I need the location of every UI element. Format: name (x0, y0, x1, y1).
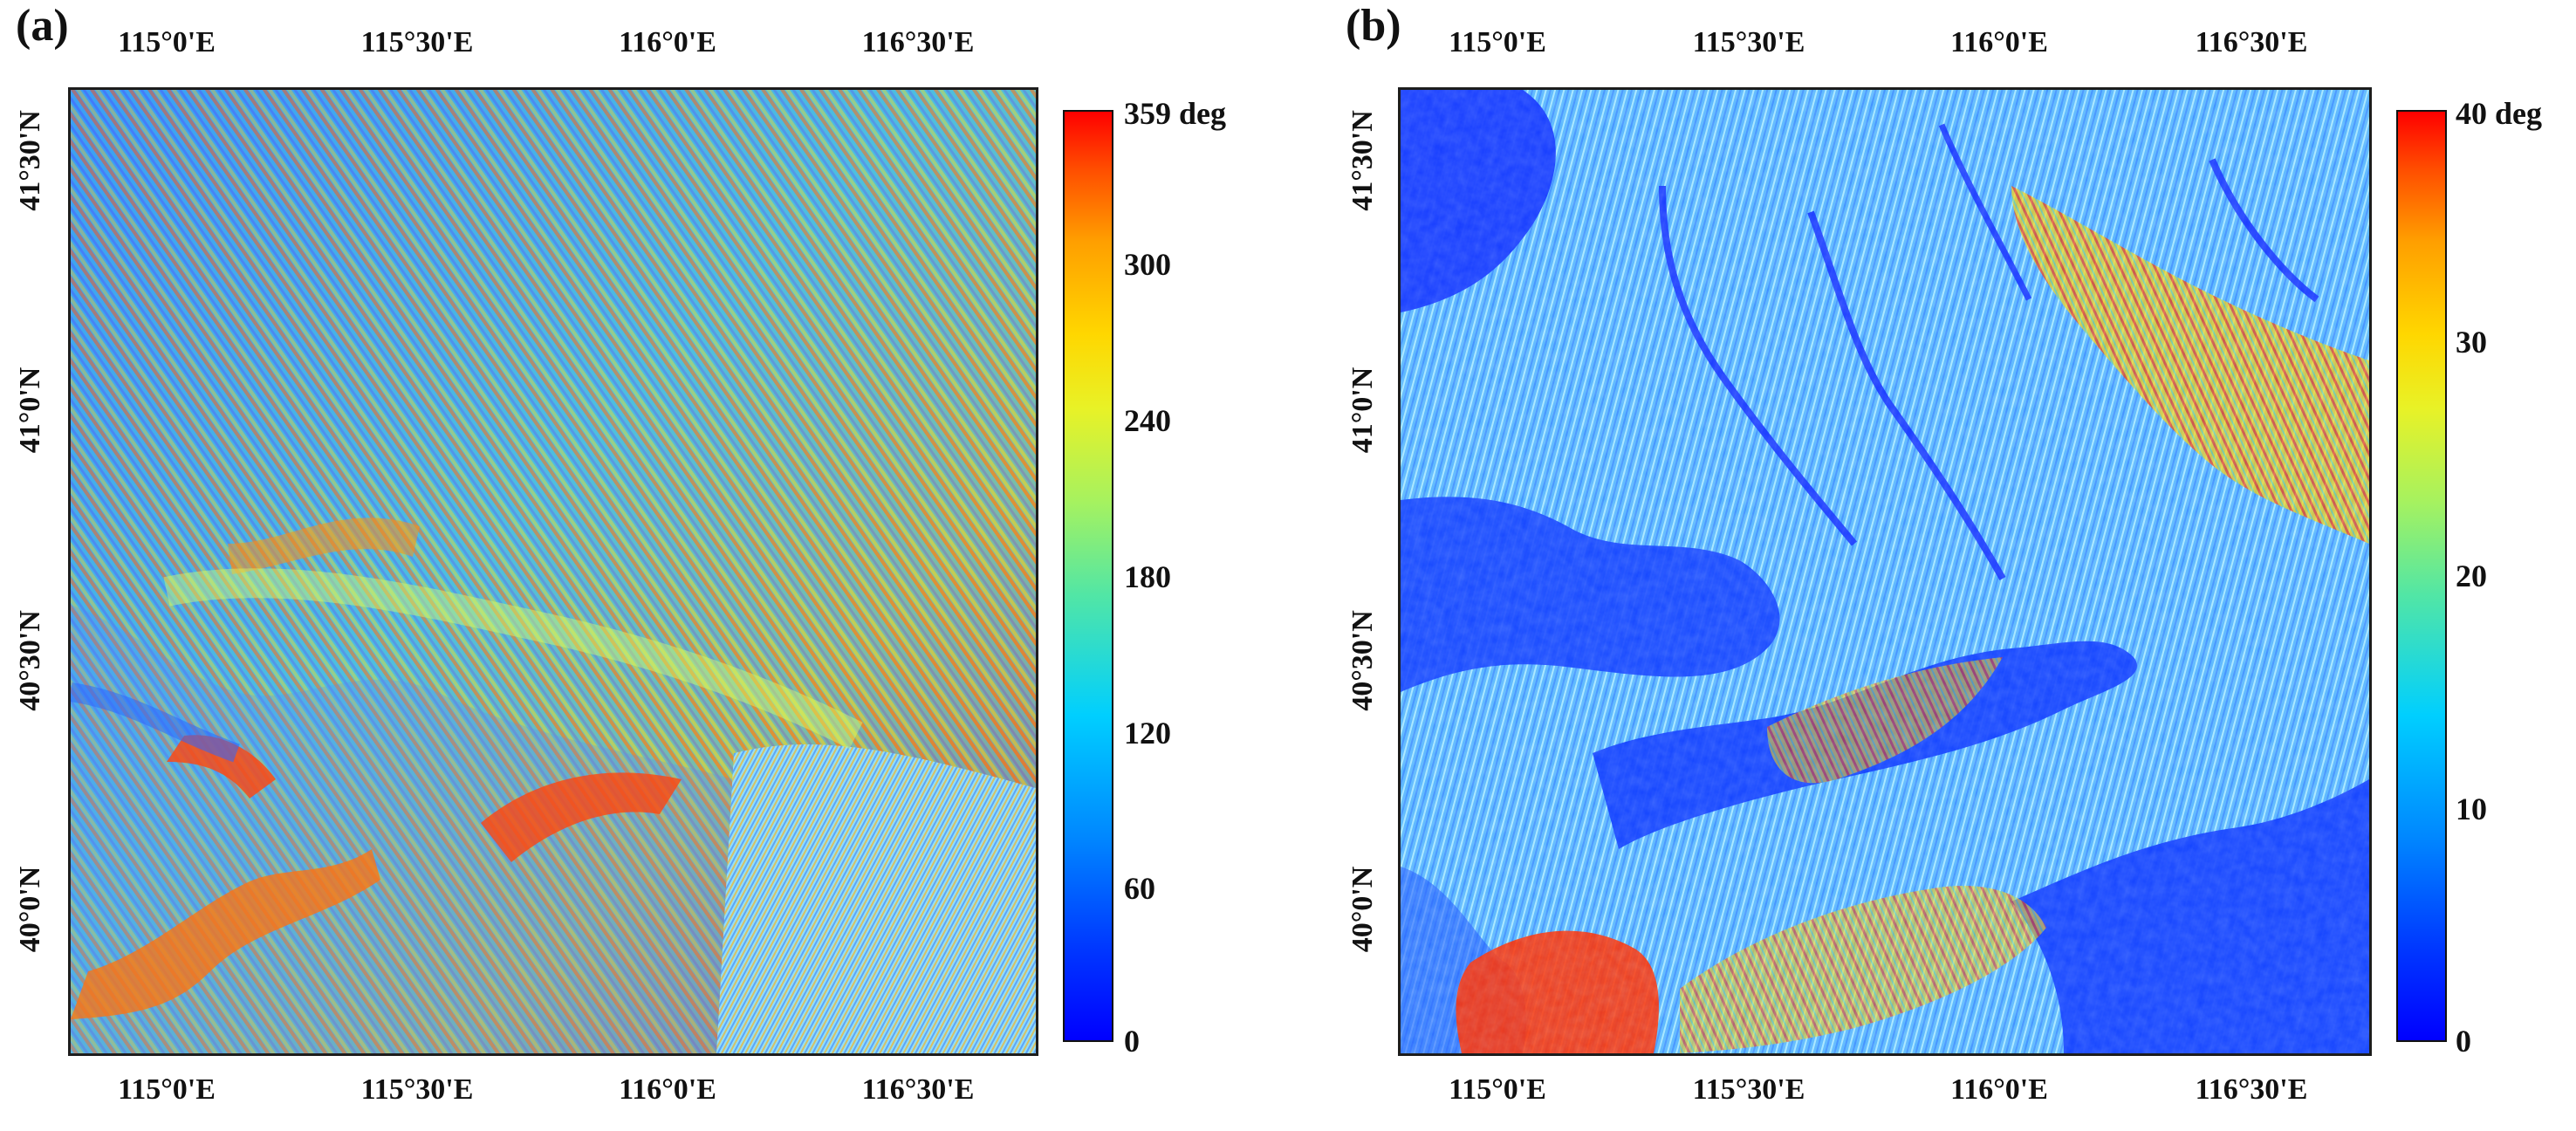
panel-b-y-tick-3: 40°30'N (1346, 610, 1379, 711)
panel-b-bottom-x-tick-3: 116°0'E (1950, 1073, 2048, 1106)
panel-b-colorbar-tick-30: 30 (2456, 325, 2487, 360)
panel-b-top-x-tick-1: 115°0'E (1449, 26, 1546, 58)
panel-a-colorbar-tick-240: 240 (1124, 403, 1171, 438)
panel-a-colorbar-max-label: 359 deg (1124, 96, 1226, 131)
panel-b-colorbar-tick-0: 0 (2456, 1024, 2471, 1059)
panel-b-colorbar-tick-10: 10 (2456, 792, 2487, 826)
panel-b-colorbar-tick-20: 20 (2456, 559, 2487, 593)
panel-a-y-tick-4: 40°0'N (14, 866, 46, 953)
panel-b-top-x-tick-4: 116°30'E (2195, 26, 2308, 58)
panel-a-y-tick-3: 40°30'N (14, 610, 46, 711)
panel-b-bottom-x-tick-2: 115°30'E (1692, 1073, 1805, 1106)
panel-a-bottom-x-tick-1: 115°0'E (118, 1073, 216, 1106)
panel-b-noise-overlay (1401, 90, 2369, 1053)
panel-a-colorbar-tick-120: 120 (1124, 716, 1171, 751)
panel-b-label: (b) (1346, 1, 1401, 51)
panel-a-map-svg (71, 90, 1036, 1053)
panel-a-top-x-tick-3: 116°0'E (619, 26, 716, 58)
panel-b-colorbar (2396, 110, 2447, 1042)
panel-a-y-tick-1: 41°30'N (14, 110, 46, 211)
panel-b-y-tick-2: 41°0'N (1346, 367, 1379, 454)
panel-a-bottom-x-tick-4: 116°30'E (861, 1073, 975, 1106)
panel-a-bottom-x-tick-3: 116°0'E (619, 1073, 716, 1106)
panel-a-y-tick-2: 41°0'N (14, 367, 46, 454)
panel-b-top-x-tick-2: 115°30'E (1692, 26, 1805, 58)
panel-b-map-svg (1401, 90, 2369, 1053)
panel-a-label: (a) (16, 1, 69, 51)
panel-b-y-tick-1: 41°30'N (1346, 110, 1379, 211)
panel-a-map (68, 87, 1038, 1056)
panel-b-bottom-x-tick-4: 116°30'E (2195, 1073, 2308, 1106)
panel-b-colorbar-max-label: 40 deg (2456, 96, 2542, 131)
panel-a-top-x-tick-2: 115°30'E (360, 26, 474, 58)
panel-a-colorbar-tick-60: 60 (1124, 871, 1155, 906)
panel-a-top-x-tick-4: 116°30'E (861, 26, 975, 58)
panel-a-colorbar-tick-300: 300 (1124, 247, 1171, 282)
panel-a-colorbar (1063, 110, 1113, 1042)
panel-a-colorbar-tick-0: 0 (1124, 1024, 1140, 1059)
panel-a-top-x-tick-1: 115°0'E (118, 26, 216, 58)
panel-b-y-tick-4: 40°0'N (1346, 866, 1379, 953)
panel-b-map (1398, 87, 2372, 1056)
panel-b-bottom-x-tick-1: 115°0'E (1449, 1073, 1546, 1106)
panel-a-noise-overlay (71, 90, 1036, 1053)
panel-a-bottom-x-tick-2: 115°30'E (360, 1073, 474, 1106)
panel-b-top-x-tick-3: 116°0'E (1950, 26, 2048, 58)
panel-a-colorbar-tick-180: 180 (1124, 559, 1171, 594)
